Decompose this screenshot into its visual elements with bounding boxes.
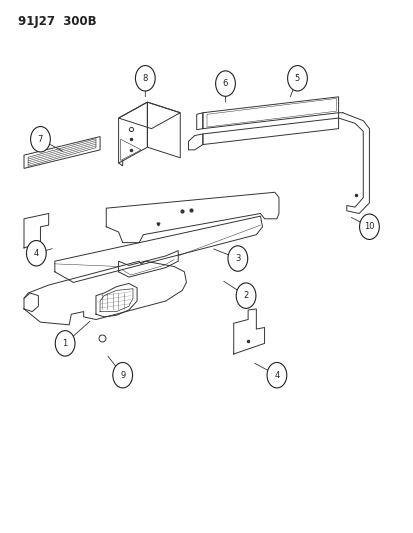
- Text: 5: 5: [294, 74, 299, 83]
- Text: 91J27  300B: 91J27 300B: [18, 14, 96, 28]
- Circle shape: [215, 71, 235, 96]
- Text: 9: 9: [120, 370, 125, 379]
- Text: 6: 6: [222, 79, 228, 88]
- Circle shape: [359, 214, 378, 239]
- Circle shape: [287, 66, 306, 91]
- Text: 8: 8: [142, 74, 147, 83]
- Circle shape: [236, 283, 255, 309]
- Text: 7: 7: [38, 135, 43, 144]
- Circle shape: [26, 240, 46, 266]
- Text: 4: 4: [274, 370, 279, 379]
- Circle shape: [135, 66, 155, 91]
- Circle shape: [113, 362, 132, 388]
- Text: 3: 3: [235, 254, 240, 263]
- Text: 2: 2: [243, 291, 248, 300]
- Circle shape: [266, 362, 286, 388]
- Circle shape: [228, 246, 247, 271]
- Text: 1: 1: [62, 339, 68, 348]
- Circle shape: [55, 330, 75, 356]
- Text: 10: 10: [363, 222, 374, 231]
- Circle shape: [31, 126, 50, 152]
- Text: 4: 4: [33, 249, 39, 258]
